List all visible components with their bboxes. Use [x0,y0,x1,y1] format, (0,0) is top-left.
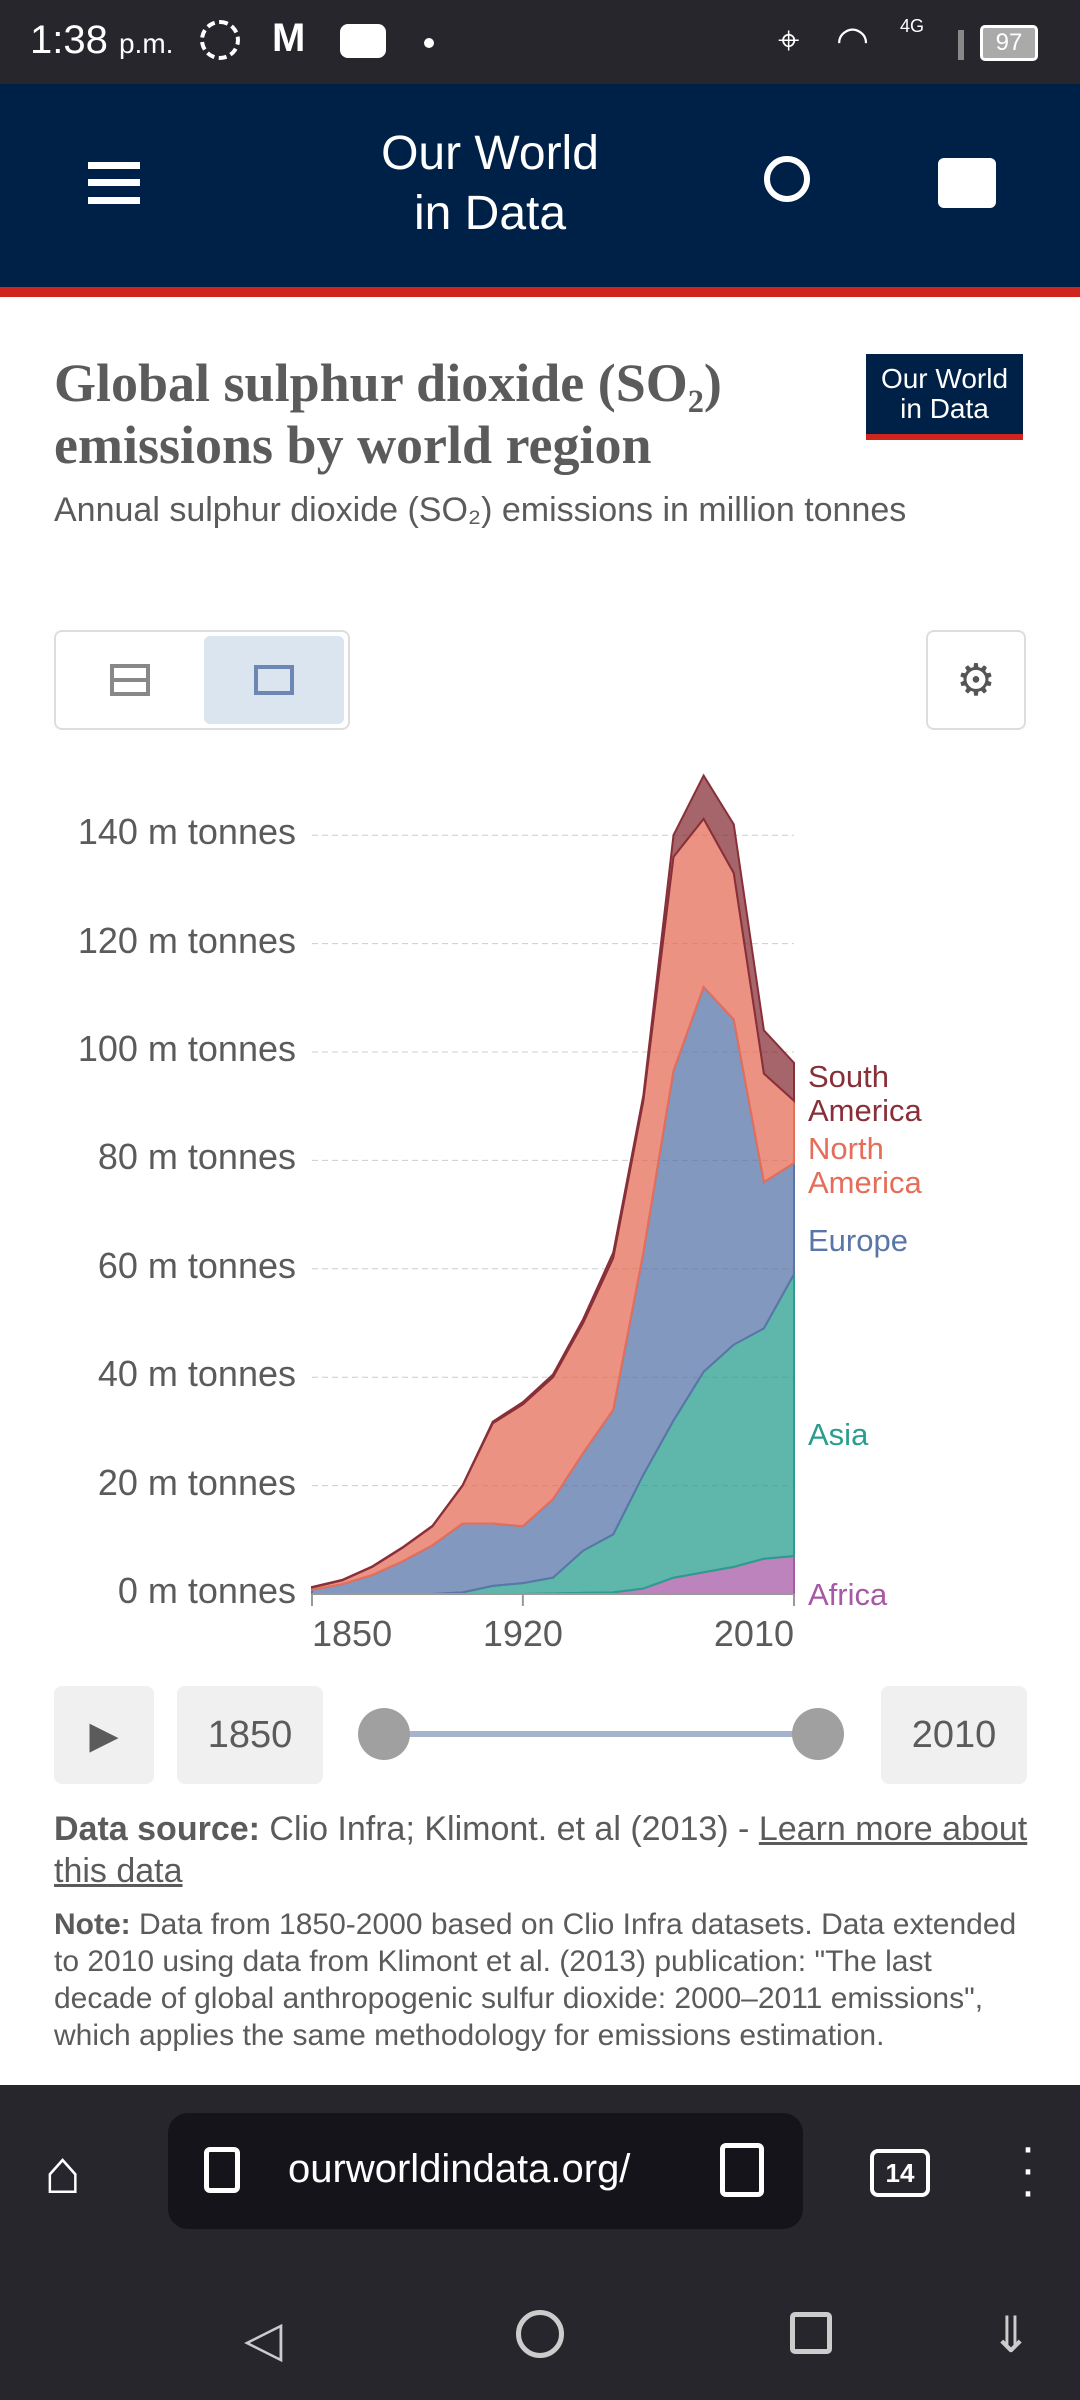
menu-icon[interactable] [88,162,140,204]
youtube-icon [340,24,386,58]
search-icon[interactable] [764,156,810,202]
end-year[interactable]: 2010 [881,1686,1027,1784]
area-chart-icon [254,665,294,695]
location-icon: ⌖ [778,20,800,62]
table-icon [110,664,150,696]
learn-more-link[interactable]: Learn more about this data [54,1810,1028,1890]
gmail-icon: M [272,16,306,60]
lock-icon [204,2147,240,2193]
browser-toolbar: ⌂ ourworldindata.org/ 14 · · · [0,2085,1080,2270]
timeline-track[interactable] [384,1731,818,1737]
y-tick-label: 120 m tonnes [77,919,296,961]
chart-note: Note: Data from 1850-2000 based on Clio … [54,1908,1017,2052]
owid-logo[interactable]: Our World in Data [866,354,1023,440]
x-tick-label: 1850 [312,1613,392,1654]
x-tick-label: 2010 [714,1613,794,1654]
settings-button[interactable]: ⚙ [926,630,1026,730]
more-menu-icon[interactable]: · · · [1020,2121,1036,2218]
play-button[interactable]: ▶ [54,1686,154,1784]
clock: 1:38 [30,18,108,62]
series-label: Africa [808,1577,888,1612]
site-header: Our World in Data [0,84,1080,287]
play-icon: ▶ [89,1714,119,1757]
recents-icon[interactable] [790,2312,832,2354]
data-source: Data source: Clio Infra; Klimont. et al … [54,1810,1028,1890]
start-year[interactable]: 1850 [177,1686,323,1784]
table-view-button[interactable] [60,636,200,724]
timeline-start-handle[interactable] [358,1708,410,1760]
chart-area: 1850 1920 2010 [311,773,795,1654]
y-tick-label: 140 m tonnes [77,811,296,853]
newsletter-icon[interactable] [938,158,996,208]
y-tick-label: 80 m tonnes [97,1136,296,1178]
network-type: 4G [900,16,925,36]
series-label: Asia [808,1417,869,1452]
home-icon[interactable]: ⌂ [44,2138,82,2207]
y-tick-label: 20 m tonnes [97,1461,296,1503]
chart-title: Global sulphur dioxide (SO₂) emissions b… [54,353,722,475]
back-icon[interactable]: ◁ [244,2311,283,2367]
site-logo[interactable]: Our World in Data [381,127,599,240]
chart-header: Global sulphur dioxide (SO₂) emissions b… [54,352,907,530]
y-tick-label: 0 m tonnes [117,1570,296,1611]
series-label: South America [808,1059,922,1128]
more-notifications-dot [424,38,434,48]
expand-down-icon[interactable]: ⇓ [990,2307,1032,2363]
timeline-end-handle[interactable] [792,1708,844,1760]
chart-subtitle: Annual sulphur dioxide (SO₂) emissions i… [54,491,907,529]
url-text: ourworldindata.org/ [288,2147,631,2191]
y-tick-label: 60 m tonnes [97,1244,296,1286]
gear-icon: ⚙ [956,655,996,705]
url-bar[interactable]: ourworldindata.org/ [168,2113,803,2229]
chart-view-button[interactable] [204,636,344,724]
status-bar: 1:38 p.m. M ⌖ ◠ 4G 97 [0,0,1080,84]
nav-bar: ◁ ⇓ [0,2270,1080,2400]
series-label: Europe [808,1223,908,1258]
y-tick-label: 40 m tonnes [97,1353,296,1395]
area-south-america[interactable] [311,773,795,1589]
header-stripe [0,287,1080,297]
ampm: p.m. [118,28,174,59]
reader-mode-icon[interactable] [720,2143,764,2197]
x-tick-label: 1920 [483,1613,563,1654]
tabs-button[interactable]: 14 [870,2149,930,2197]
series-label: North America [808,1131,922,1200]
battery-icon: 97 [980,25,1038,61]
cell-signal-icon [924,30,964,60]
y-tick-label: 100 m tonnes [77,1028,296,1069]
home-nav-icon[interactable] [516,2310,564,2358]
wifi-icon: ◠ [836,20,870,62]
signal-app-icon [200,20,240,60]
view-toggle [54,630,350,730]
